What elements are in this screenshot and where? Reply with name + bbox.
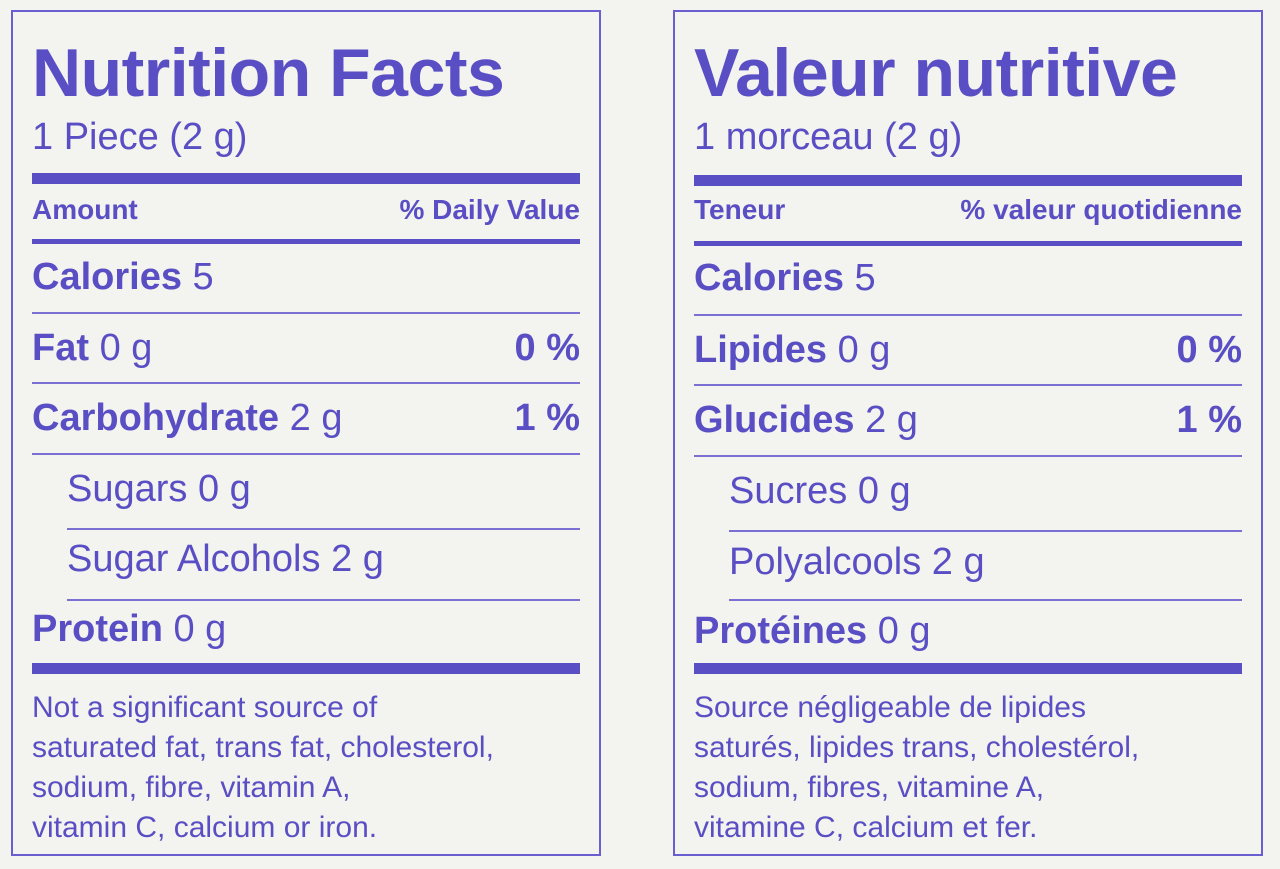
row-glucides: Glucides 2 g 1 % bbox=[694, 399, 1242, 443]
row-polyalcools: Polyalcools 2 g bbox=[729, 541, 1242, 585]
row-value: 2 g bbox=[289, 397, 343, 439]
row-label: Sugar Alcohols bbox=[67, 538, 321, 580]
footnote: Not a significant source of saturated fa… bbox=[32, 688, 580, 848]
panel-title: Nutrition Facts bbox=[32, 35, 505, 111]
daily-value-header: % valeur quotidienne bbox=[960, 194, 1242, 225]
nutrition-facts-panel-french: Valeur nutritive 1 morceau (2 g) Teneur … bbox=[673, 10, 1263, 856]
row-sugar-alcohols: Sugar Alcohols 2 g bbox=[67, 538, 580, 582]
row-sucres: Sucres 0 g bbox=[729, 470, 1242, 514]
divider bbox=[694, 384, 1242, 386]
row-label: Fat bbox=[32, 327, 89, 369]
divider bbox=[32, 239, 580, 244]
footnote-line: Source négligeable de lipides bbox=[694, 691, 1086, 724]
divider bbox=[32, 312, 580, 314]
nutrition-facts-panel-english: Nutrition Facts 1 Piece (2 g) Amount % D… bbox=[11, 10, 601, 856]
row-lipides: Lipides 0 g 0 % bbox=[694, 329, 1242, 373]
row-label: Protein bbox=[32, 608, 163, 650]
footnote-line: vitamin C, calcium or iron. bbox=[32, 811, 378, 844]
row-value: 0 g bbox=[173, 608, 227, 650]
divider bbox=[694, 455, 1242, 457]
footnote-line: saturés, lipides trans, cholestérol, bbox=[694, 731, 1140, 764]
serving-size: 1 Piece (2 g) bbox=[32, 116, 248, 158]
divider bbox=[694, 314, 1242, 316]
row-proteines: Protéines 0 g bbox=[694, 610, 1242, 654]
row-label: Sugars bbox=[67, 468, 188, 510]
row-daily-value: 1 % bbox=[514, 397, 580, 439]
row-sugars: Sugars 0 g bbox=[67, 468, 580, 512]
row-label: Sucres bbox=[729, 470, 848, 512]
row-daily-value: 1 % bbox=[1176, 399, 1242, 441]
amount-header: Teneur bbox=[694, 194, 786, 225]
row-daily-value: 0 % bbox=[514, 327, 580, 369]
row-label: Lipides bbox=[694, 329, 828, 371]
row-value: 0 g bbox=[857, 470, 911, 512]
row-label: Carbohydrate bbox=[32, 397, 280, 439]
serving-size: 1 morceau (2 g) bbox=[694, 116, 963, 158]
divider bbox=[67, 599, 580, 601]
divider bbox=[729, 599, 1242, 601]
row-label: Calories bbox=[32, 256, 182, 298]
footnote-line: saturated fat, trans fat, cholesterol, bbox=[32, 731, 494, 764]
row-calories: Calories 5 bbox=[32, 256, 580, 300]
row-daily-value: 0 % bbox=[1176, 329, 1242, 371]
row-value: 5 bbox=[854, 257, 876, 299]
divider bbox=[32, 663, 580, 674]
row-calories: Calories 5 bbox=[694, 257, 1242, 301]
panel-title: Valeur nutritive bbox=[694, 35, 1178, 111]
row-label: Calories bbox=[694, 257, 844, 299]
footnote-line: Not a significant source of bbox=[32, 691, 378, 724]
divider bbox=[67, 528, 580, 530]
row-value: 0 g bbox=[99, 327, 153, 369]
divider bbox=[694, 241, 1242, 246]
row-value: 5 bbox=[192, 256, 214, 298]
amount-header: Amount bbox=[32, 194, 138, 225]
row-value: 2 g bbox=[931, 541, 985, 583]
divider bbox=[32, 453, 580, 455]
row-protein: Protein 0 g bbox=[32, 608, 580, 652]
row-value: 0 g bbox=[837, 329, 891, 371]
row-value: 0 g bbox=[197, 468, 251, 510]
row-label: Protéines bbox=[694, 610, 868, 652]
divider bbox=[32, 173, 580, 184]
footnote-line: vitamine C, calcium et fer. bbox=[694, 811, 1038, 844]
row-fat: Fat 0 g 0 % bbox=[32, 327, 580, 371]
row-value: 0 g bbox=[877, 610, 931, 652]
row-label: Polyalcools bbox=[729, 541, 922, 583]
row-carbohydrate: Carbohydrate 2 g 1 % bbox=[32, 397, 580, 441]
footnote-line: sodium, fibre, vitamin A, bbox=[32, 771, 351, 804]
row-value: 2 g bbox=[865, 399, 918, 441]
divider bbox=[694, 663, 1242, 674]
daily-value-header: % Daily Value bbox=[399, 194, 580, 225]
footnote-line: sodium, fibres, vitamine A, bbox=[694, 771, 1045, 804]
row-label: Glucides bbox=[694, 399, 855, 441]
divider bbox=[32, 382, 580, 384]
divider bbox=[694, 175, 1242, 186]
footnote: Source négligeable de lipides saturés, l… bbox=[694, 688, 1242, 848]
divider bbox=[729, 530, 1242, 532]
row-value: 2 g bbox=[331, 538, 384, 580]
